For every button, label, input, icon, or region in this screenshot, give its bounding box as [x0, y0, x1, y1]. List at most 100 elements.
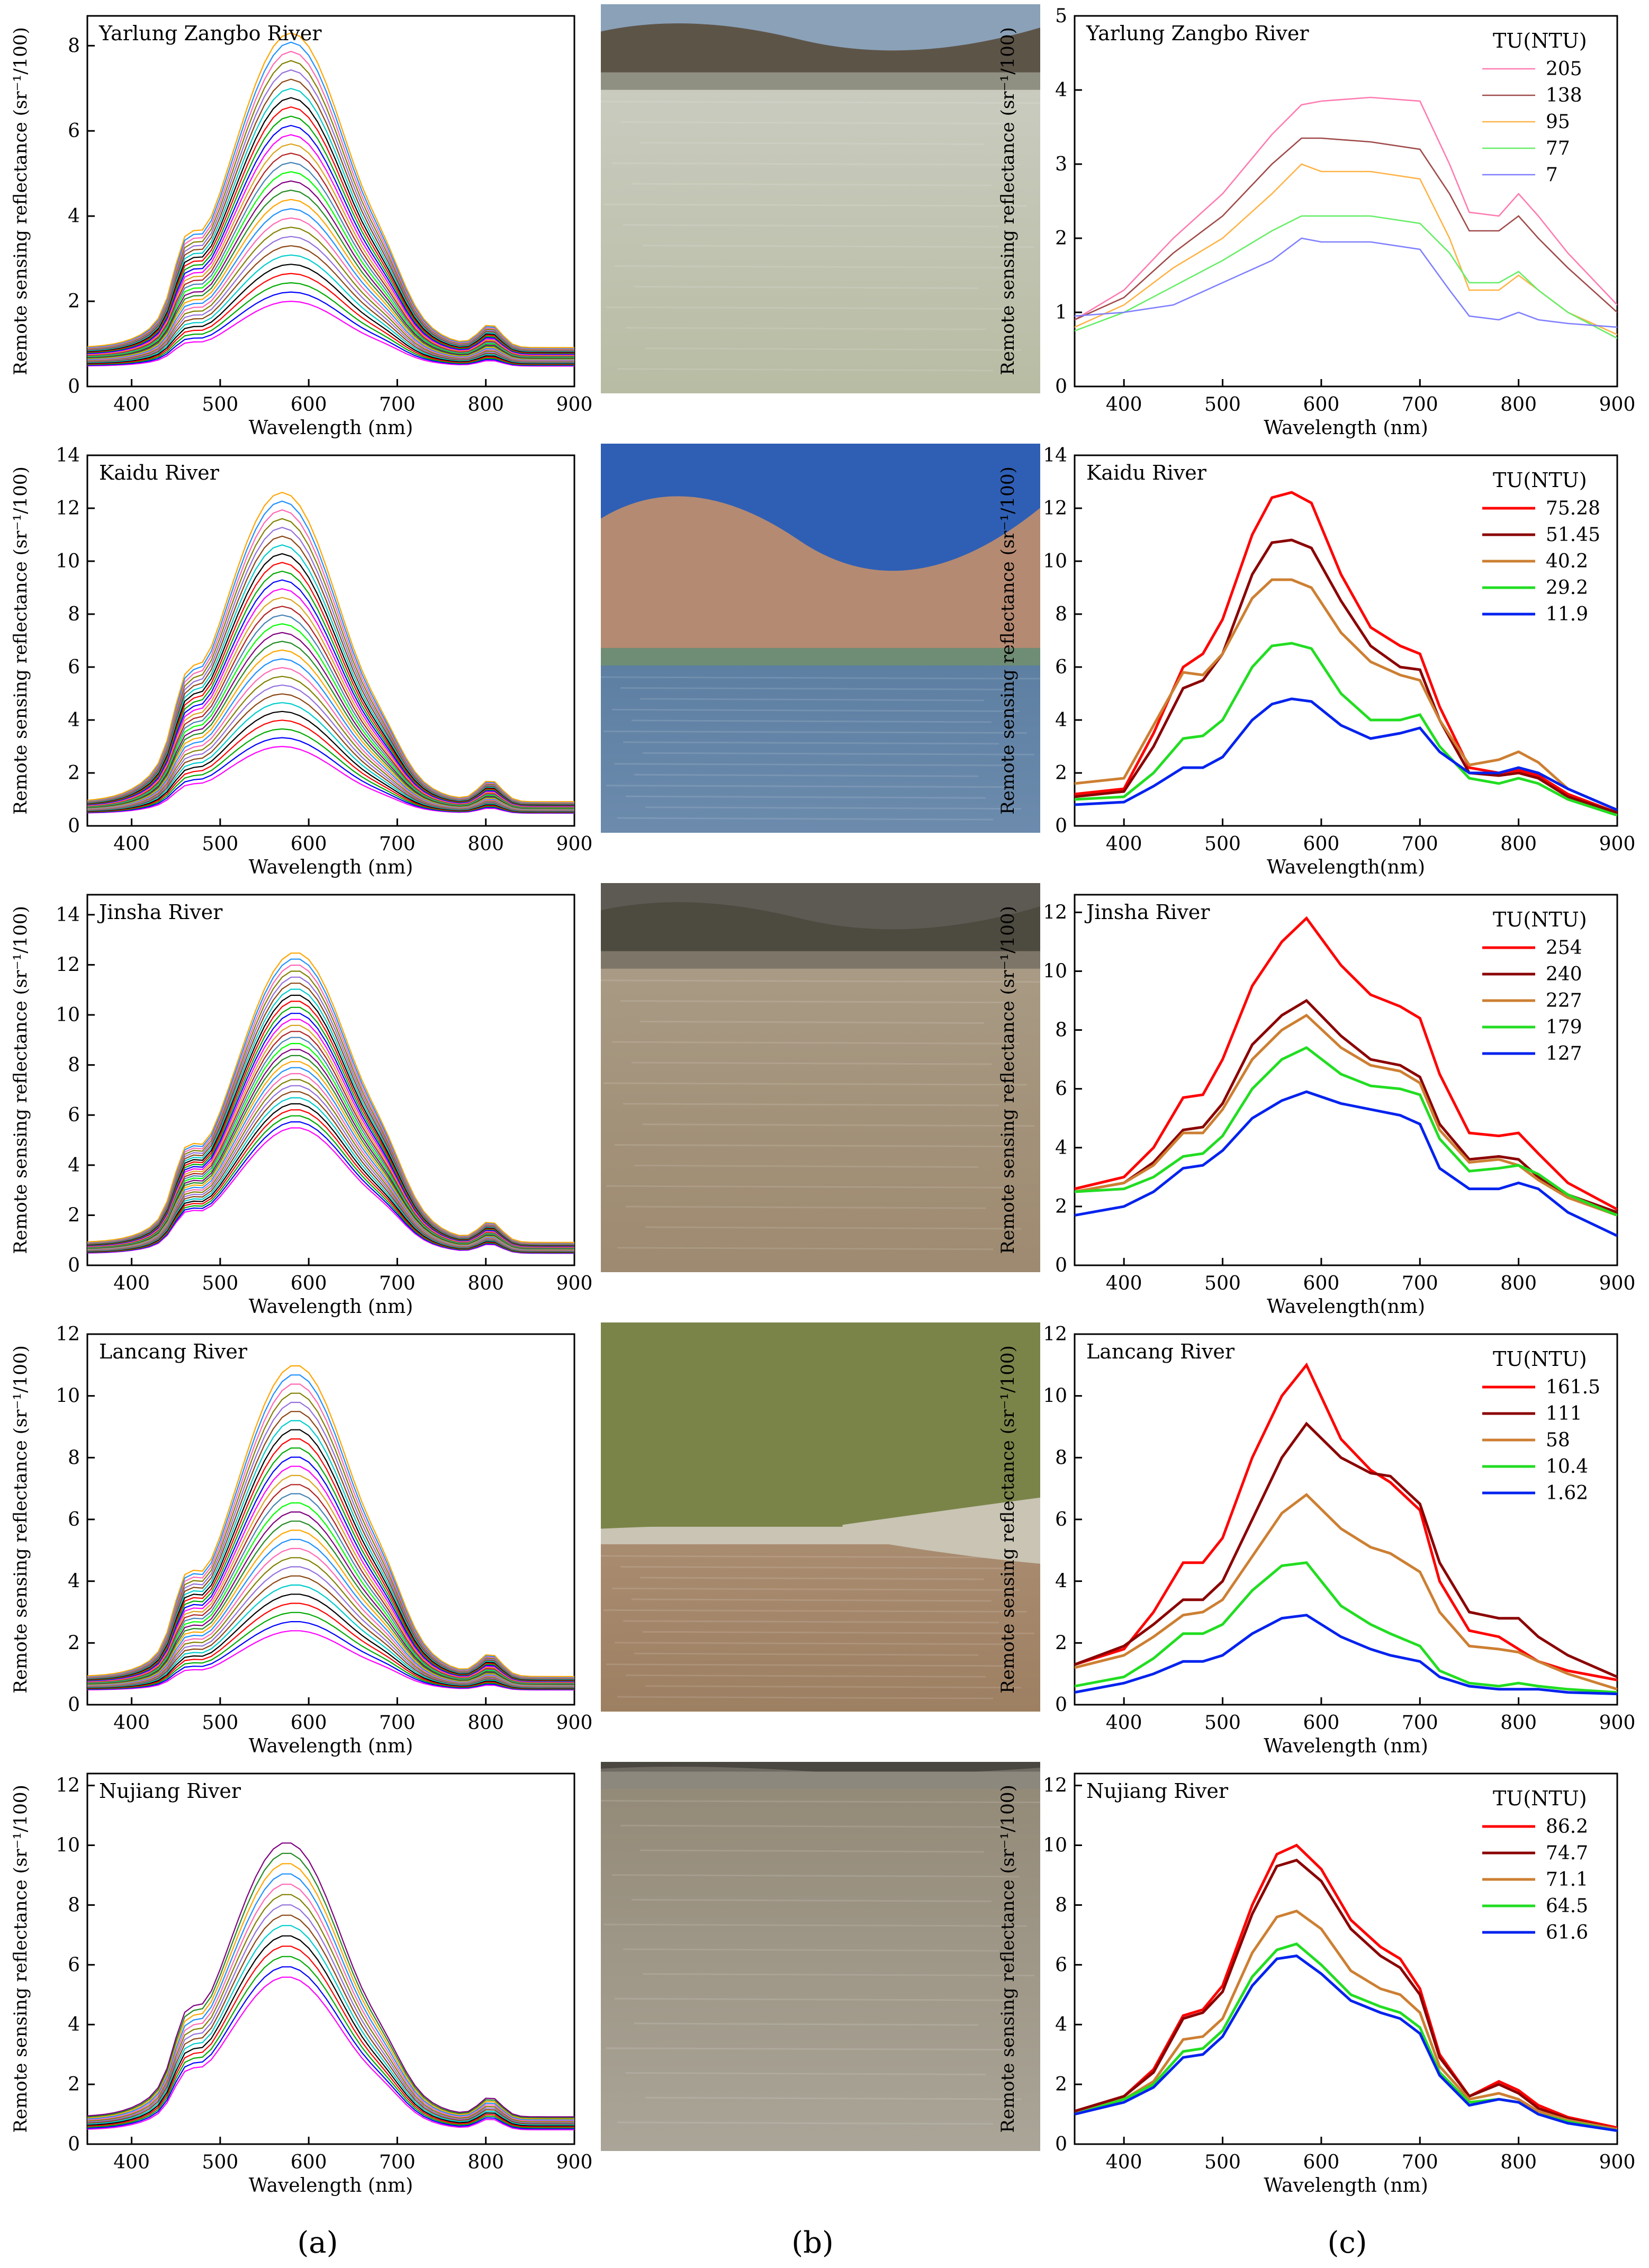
y-tick-label: 8	[68, 604, 80, 625]
y-tick-label: 4	[1055, 2014, 1067, 2036]
water-ripple	[617, 368, 994, 372]
photo-mountain	[601, 902, 1040, 961]
spectrum-line	[87, 1852, 574, 2119]
x-tick-label: 700	[1402, 394, 1438, 416]
y-tick-label: 4	[68, 1155, 80, 1176]
series-line-161.5	[1075, 1362, 1617, 1681]
spectrum-line	[87, 1456, 574, 1682]
y-tick-label: 0	[1055, 2134, 1067, 2155]
x-axis-label: Wavelength (nm)	[249, 1296, 413, 1318]
series-line-138	[1075, 137, 1617, 321]
spectrum-line	[87, 1925, 574, 2126]
x-axis-label: Wavelength (nm)	[1264, 1735, 1428, 1757]
x-axis-label: Wavelength(nm)	[1267, 857, 1425, 878]
plot-frame	[1074, 454, 1618, 827]
spectrum-line	[87, 227, 574, 362]
x-axis-label: Wavelength (nm)	[249, 2175, 413, 2197]
water-ripple	[603, 1923, 1028, 1927]
photo-mountain	[601, 496, 1040, 658]
spectra-lines	[87, 1365, 574, 1691]
spectrum-line	[87, 588, 574, 807]
y-tick-label: 10	[56, 1004, 80, 1026]
spectrum-line	[87, 143, 574, 356]
legend-label: 7	[1546, 164, 1558, 186]
spectra-panel-4: 400 500 600 700 800 900 0 2 4 6 8 10 12 Wavelength (n…	[10, 1324, 592, 1757]
x-tick-label: 600	[291, 1273, 327, 1294]
spectrum-line	[87, 1529, 574, 1686]
y-tick-label: 4	[1055, 709, 1067, 731]
plot-frame	[86, 454, 575, 827]
y-tick-label: 0	[68, 815, 80, 837]
spectrum-line	[87, 719, 574, 813]
plot-frame	[86, 894, 575, 1266]
series-line-51.45	[1075, 538, 1617, 814]
spectrum-line	[87, 1547, 574, 1687]
spectrum-line	[87, 1383, 574, 1678]
water-ripple	[617, 817, 994, 821]
x-tick-label: 500	[202, 1712, 239, 1734]
spectrum-line	[87, 245, 574, 363]
series-line-240	[1075, 998, 1617, 1214]
x-tick-label: 800	[467, 1712, 504, 1734]
representative-panel-4: 400 500 600 700 800 900 0 2 4 6 8 10 12 Wavelength (n…	[997, 1324, 1635, 1757]
y-axis-label: Remote sensing reflectance (sr⁻¹/100)	[997, 906, 1019, 1254]
x-tick-label: 700	[1402, 833, 1438, 855]
river-title: Jinsha River	[97, 901, 223, 924]
x-axis-label: Wavelength (nm)	[1264, 2175, 1428, 2197]
x-tick-label: 500	[1204, 833, 1241, 855]
river-title: Yarlung Zangbo River	[1086, 22, 1309, 45]
spectrum-line	[87, 87, 574, 352]
river-photo-1	[600, 4, 1041, 393]
water-ripple	[614, 1997, 1007, 2001]
water-ripple	[614, 1144, 1007, 1148]
x-tick-label: 900	[556, 394, 593, 416]
series-line-29.2	[1075, 642, 1617, 817]
spectrum-line	[87, 570, 574, 806]
x-tick-label: 400	[113, 1712, 150, 1734]
y-tick-label: 8	[1055, 604, 1067, 625]
spectrum-line	[87, 976, 574, 1245]
spectrum-line	[87, 994, 574, 1246]
spectrum-line	[87, 1365, 574, 1677]
spectrum-line	[87, 983, 574, 1245]
spectrum-line	[87, 32, 574, 348]
spectrum-line	[87, 1538, 574, 1686]
water-ripple	[603, 1082, 1028, 1086]
y-axis-label: Remote sensing reflectance (sr⁻¹/100)	[10, 27, 31, 375]
x-tick-label: 500	[1204, 1712, 1241, 1734]
x-tick-label: 700	[379, 394, 416, 416]
y-tick-label: 6	[68, 1954, 80, 1976]
y-tick-label: 8	[1055, 1020, 1067, 1041]
x-tick-label: 600	[1303, 394, 1340, 416]
spectrum-line	[87, 676, 574, 811]
spectrum-line	[87, 161, 574, 357]
x-tick-label: 400	[1106, 1273, 1142, 1294]
water-ripple	[603, 730, 1028, 734]
x-tick-label: 500	[202, 394, 239, 416]
spectrum-line	[87, 282, 574, 366]
river-title: Kaidu River	[99, 461, 220, 484]
spectrum-line	[87, 1091, 574, 1252]
x-axis-label: Wavelength(nm)	[1267, 1296, 1425, 1318]
spectrum-line	[87, 1474, 574, 1683]
water-ripple	[600, 1555, 1041, 1559]
y-axis-label: Remote sensing reflectance (sr⁻¹/100)	[997, 1345, 1019, 1693]
plot-frame	[1074, 894, 1618, 1266]
spectrum-line	[87, 1935, 574, 2127]
y-tick-label: 4	[68, 2014, 80, 2036]
water-ripple	[603, 1609, 1028, 1613]
spectrum-line	[87, 1612, 574, 1690]
water-ripple	[642, 245, 1035, 248]
water-ripple	[623, 741, 999, 745]
x-tick-label: 500	[1204, 394, 1241, 416]
x-tick-label: 900	[556, 833, 593, 855]
water-ripple	[625, 1205, 986, 1209]
spectrum-line	[87, 217, 574, 361]
x-tick-label: 800	[467, 833, 504, 855]
plot-frame	[86, 1772, 575, 2145]
photo-far-bank	[601, 951, 1040, 971]
spectrum-line	[87, 693, 574, 812]
x-tick-label: 700	[379, 1273, 416, 1294]
y-axis-label: Remote sensing reflectance (sr⁻¹/100)	[10, 1345, 31, 1693]
